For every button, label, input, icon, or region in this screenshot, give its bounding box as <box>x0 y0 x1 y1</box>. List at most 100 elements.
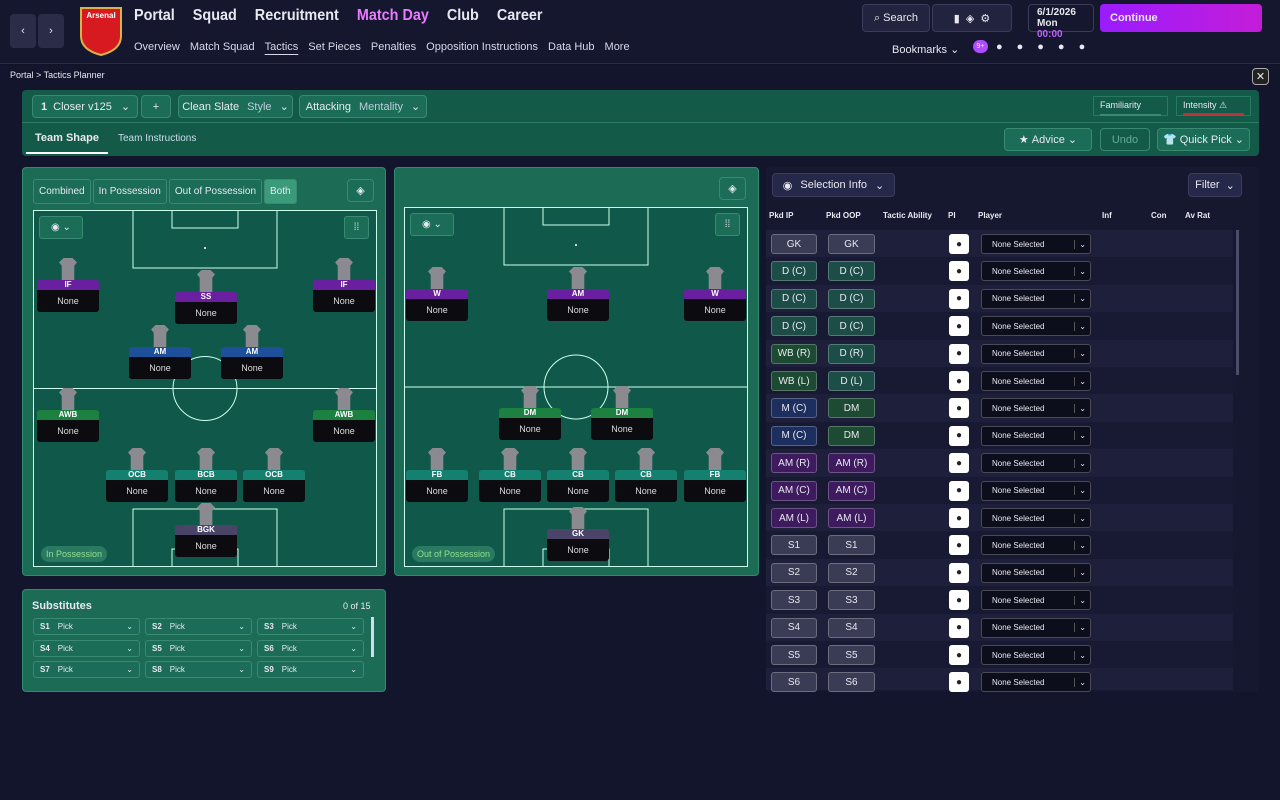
selection-info-button[interactable]: ◉ Selection Info ⌄ <box>772 173 895 197</box>
pi-icon[interactable]: ● <box>949 453 969 474</box>
position-card[interactable]: CB None <box>615 448 677 502</box>
familiarity[interactable]: Familiarity <box>1093 96 1168 116</box>
view-toggle[interactable]: ◉ ⌄ <box>39 216 83 239</box>
pi-icon[interactable]: ● <box>949 508 969 528</box>
position-card[interactable]: CB None <box>479 448 541 502</box>
pkd-ip[interactable]: AM (R) <box>771 453 817 474</box>
subnav-item[interactable]: Penalties <box>370 41 417 53</box>
pi-icon[interactable]: ● <box>949 590 969 611</box>
phase-tab[interactable]: Both <box>264 179 297 204</box>
position-card[interactable]: W None <box>406 267 468 321</box>
continue-button[interactable]: Continue <box>1100 4 1262 32</box>
position-card[interactable]: FB None <box>684 448 746 502</box>
subnav-item[interactable]: Opposition Instructions <box>426 41 539 53</box>
player-select[interactable]: None Selected ⌄ <box>981 617 1091 638</box>
pkd-oop[interactable]: DM <box>828 398 875 419</box>
player-select[interactable]: None Selected ⌄ <box>981 398 1091 419</box>
pkd-oop[interactable]: D (L) <box>828 371 875 391</box>
sub-slot[interactable]: S9 Pick ⌄ <box>257 661 364 678</box>
pkd-ip[interactable]: M (C) <box>771 398 817 419</box>
view-toggle[interactable]: ◉ ⌄ <box>410 213 454 236</box>
position-card[interactable]: DM None <box>591 386 653 440</box>
pi-icon[interactable]: ● <box>949 261 969 282</box>
player-select[interactable]: None Selected ⌄ <box>981 343 1091 364</box>
nav-item[interactable]: Recruitment <box>254 7 339 24</box>
pi-icon[interactable]: ● <box>949 645 969 665</box>
bookmarks[interactable]: Bookmarks ⌄ <box>892 44 960 56</box>
column-header[interactable]: Tactic Ability <box>883 211 932 220</box>
position-card[interactable]: W None <box>684 267 746 321</box>
sub-slot[interactable]: S5 Pick ⌄ <box>145 639 252 657</box>
position-card[interactable]: IF None <box>37 258 99 312</box>
pkd-ip[interactable]: S4 <box>771 617 817 638</box>
pkd-ip[interactable]: S2 <box>771 562 817 583</box>
subnav-item[interactable]: Data Hub <box>548 41 595 53</box>
player-select[interactable]: None Selected ⌄ <box>981 672 1091 693</box>
pi-icon[interactable]: ● <box>949 234 969 254</box>
pkd-ip[interactable]: S5 <box>771 645 817 665</box>
sub-slot[interactable]: S4 Pick ⌄ <box>33 639 140 657</box>
position-card[interactable]: AM None <box>129 325 191 379</box>
column-header[interactable]: Pkd IP <box>769 211 794 220</box>
player-select[interactable]: None Selected ⌄ <box>981 288 1091 309</box>
position-card[interactable]: CB None <box>547 448 609 502</box>
pi-icon[interactable]: ● <box>949 288 969 309</box>
pkd-oop[interactable]: S6 <box>828 672 875 693</box>
column-header[interactable]: Pkd OOP <box>826 211 861 220</box>
pi-icon[interactable]: ● <box>949 480 969 501</box>
player-select[interactable]: None Selected ⌄ <box>981 562 1091 583</box>
player-select[interactable]: None Selected ⌄ <box>981 453 1091 474</box>
pkd-oop[interactable]: S5 <box>828 645 875 665</box>
pkd-oop[interactable]: AM (R) <box>828 453 875 474</box>
player-select[interactable]: None Selected ⌄ <box>981 316 1091 337</box>
nav-item[interactable]: Portal <box>134 7 175 24</box>
pkd-oop[interactable]: DM <box>828 425 875 446</box>
pkd-oop[interactable]: S4 <box>828 617 875 638</box>
pi-icon[interactable]: ● <box>949 562 969 583</box>
pkd-oop[interactable]: D (C) <box>828 261 875 282</box>
player-select[interactable]: None Selected ⌄ <box>981 645 1091 665</box>
pkd-oop[interactable]: S3 <box>828 590 875 611</box>
nav-item[interactable]: Career <box>496 7 543 24</box>
pkd-ip[interactable]: GK <box>771 234 817 254</box>
sub-slot[interactable]: S6 Pick ⌄ <box>257 639 364 657</box>
player-select[interactable]: None Selected ⌄ <box>981 535 1091 556</box>
filter-button[interactable]: Filter ⌄ <box>1188 173 1242 197</box>
date-box[interactable]: 6/1/2026 Mon 00:00 <box>1028 4 1094 40</box>
position-card[interactable]: AM None <box>547 267 609 321</box>
position-card[interactable]: AWB None <box>313 388 375 442</box>
style-select[interactable]: Clean Slate Style ⌄ <box>178 95 293 118</box>
pkd-oop[interactable]: GK <box>828 234 875 254</box>
pkd-oop[interactable]: D (R) <box>828 343 875 364</box>
pi-icon[interactable]: ● <box>949 343 969 364</box>
close-button[interactable]: ✕ <box>1252 68 1269 85</box>
quick-pick-button[interactable]: 👕 Quick Pick ⌄ <box>1157 128 1250 151</box>
subnav-item[interactable]: Overview <box>134 41 180 53</box>
pkd-oop[interactable]: S1 <box>828 535 875 556</box>
quick-icons[interactable]: ▮ ◈ ⚙ <box>932 4 1012 32</box>
player-select[interactable]: None Selected ⌄ <box>981 234 1091 254</box>
subnav-item[interactable]: Tactics <box>264 41 299 53</box>
pkd-ip[interactable]: S3 <box>771 590 817 611</box>
nav-item[interactable]: Squad <box>192 7 237 24</box>
sub-slot[interactable]: S7 Pick ⌄ <box>33 661 140 678</box>
column-header[interactable]: Con <box>1151 211 1167 220</box>
pi-icon[interactable]: ● <box>949 672 969 693</box>
club-crest[interactable]: Arsenal <box>78 6 124 56</box>
pkd-ip[interactable]: WB (L) <box>771 371 817 391</box>
back-button[interactable]: ‹ <box>10 14 36 48</box>
pitch-button[interactable]: ◈ <box>347 179 374 202</box>
subnav-item[interactable]: Set Pieces <box>308 41 361 53</box>
pkd-ip[interactable]: M (C) <box>771 425 817 446</box>
grid-toggle[interactable]: ⁞⁞ <box>344 216 369 239</box>
position-card[interactable]: DM None <box>499 386 561 440</box>
pkd-oop[interactable]: D (C) <box>828 288 875 309</box>
position-card[interactable]: BCB None <box>175 448 237 502</box>
position-card[interactable]: IF None <box>313 258 375 312</box>
pi-icon[interactable]: ● <box>949 371 969 391</box>
pi-icon[interactable]: ● <box>949 398 969 419</box>
position-card[interactable]: OCB None <box>243 448 305 502</box>
player-select[interactable]: None Selected ⌄ <box>981 371 1091 391</box>
advice-button[interactable]: ★ Advice ⌄ <box>1004 128 1092 151</box>
pkd-ip[interactable]: D (C) <box>771 316 817 337</box>
